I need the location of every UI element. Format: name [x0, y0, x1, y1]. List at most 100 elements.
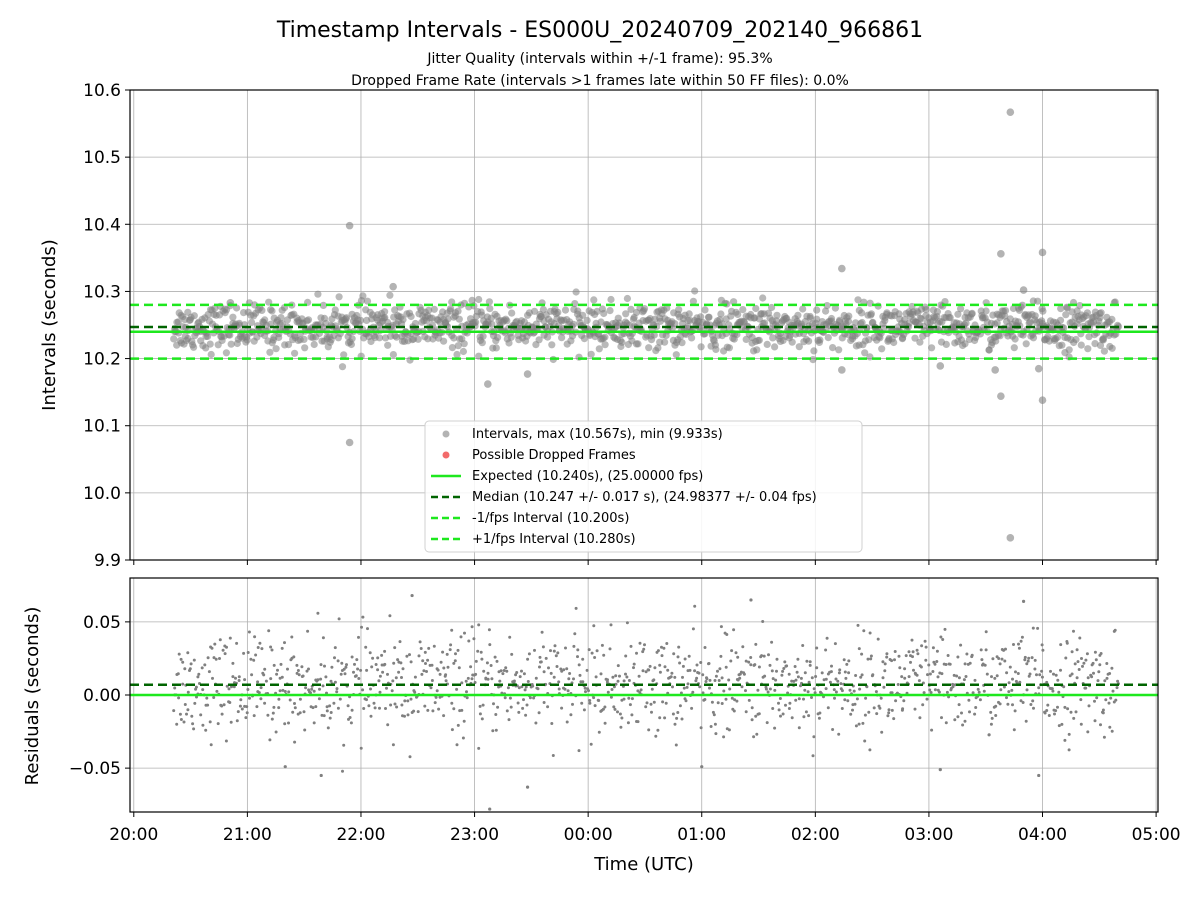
residual-point: [283, 722, 287, 726]
interval-point: [718, 320, 726, 328]
residual-point: [682, 686, 686, 690]
residual-point: [546, 705, 550, 709]
interval-point: [654, 344, 662, 352]
interval-point: [813, 306, 821, 314]
residual-point: [854, 724, 858, 728]
interval-point: [895, 310, 903, 318]
interval-point: [829, 344, 837, 352]
residual-point: [176, 672, 180, 676]
residual-outlier-point: [1037, 773, 1041, 778]
residual-point: [663, 665, 667, 669]
interval-point: [411, 319, 419, 328]
residual-point: [192, 727, 196, 731]
interval-point: [478, 311, 486, 319]
interval-point: [335, 293, 343, 301]
residual-point: [686, 682, 690, 686]
residual-point: [386, 672, 389, 676]
interval-point: [622, 310, 630, 318]
residual-point: [179, 718, 183, 721]
residual-point: [782, 667, 786, 670]
interval-point: [685, 310, 693, 318]
interval-point: [190, 343, 198, 351]
residual-point: [320, 713, 324, 717]
residual-point: [539, 660, 543, 664]
residual-point: [517, 686, 521, 690]
residual-point: [477, 746, 481, 750]
residual-point: [221, 648, 225, 652]
residual-point: [551, 754, 555, 757]
residual-point: [1045, 709, 1049, 712]
residuals-y-tick-label: 0.05: [83, 613, 121, 633]
residual-point: [963, 719, 967, 723]
residual-point: [652, 700, 656, 704]
interval-point: [1001, 307, 1010, 315]
residual-point: [1003, 659, 1007, 663]
residual-point: [773, 688, 777, 692]
residual-point: [283, 690, 287, 693]
interval-point: [580, 335, 589, 343]
interval-point: [554, 308, 562, 316]
interval-point: [701, 306, 709, 314]
residual-point: [593, 656, 597, 659]
residual-point: [716, 701, 720, 705]
residual-point: [1076, 660, 1080, 664]
residual-point: [810, 696, 813, 699]
residual-point: [635, 651, 638, 655]
residual-point: [467, 639, 471, 643]
interval-point: [730, 298, 738, 306]
residual-point: [924, 645, 928, 649]
residual-point: [757, 712, 761, 716]
residual-point: [1096, 679, 1100, 683]
residual-point: [603, 721, 607, 725]
residual-point: [406, 713, 410, 717]
residual-point: [247, 630, 251, 634]
residual-point: [652, 678, 656, 682]
residual-point: [542, 701, 546, 704]
residual-point: [897, 654, 901, 658]
residual-point: [316, 678, 320, 682]
residual-point: [727, 728, 731, 732]
interval-point: [739, 306, 747, 314]
residual-point: [1098, 663, 1102, 667]
residual-point: [955, 674, 959, 678]
residual-point: [1038, 673, 1042, 677]
residual-point: [420, 672, 424, 676]
interval-point: [440, 337, 448, 345]
residual-point: [568, 672, 572, 675]
residual-point: [694, 679, 698, 683]
residual-point: [630, 713, 634, 717]
residual-point: [470, 677, 474, 681]
residual-point: [201, 723, 205, 727]
interval-point: [454, 342, 462, 350]
residual-point: [880, 730, 884, 734]
intervals-y-tick-label: 10.3: [83, 282, 121, 302]
residual-point: [814, 675, 818, 678]
interval-point: [204, 332, 212, 340]
residual-point: [456, 723, 460, 727]
residual-point: [600, 643, 604, 647]
interval-point: [809, 356, 817, 364]
residual-point: [861, 721, 865, 725]
residual-point: [204, 728, 208, 732]
residual-point: [435, 689, 439, 693]
residual-point: [340, 661, 344, 665]
residual-point: [594, 675, 598, 679]
residual-point: [205, 696, 209, 700]
interval-point: [607, 295, 615, 304]
residual-point: [924, 658, 928, 662]
residual-point: [940, 716, 943, 720]
residual-point: [177, 652, 181, 656]
residual-point: [239, 698, 243, 702]
residual-point: [464, 679, 468, 683]
residual-point: [172, 709, 176, 713]
residual-point: [243, 678, 247, 682]
residual-point: [701, 673, 705, 677]
residual-point: [1007, 681, 1011, 685]
residual-point: [1024, 719, 1028, 723]
residual-point: [460, 708, 464, 712]
residual-point: [314, 705, 318, 709]
residual-point: [291, 710, 295, 714]
residual-point: [1000, 657, 1004, 661]
residual-point: [1063, 705, 1067, 709]
interval-point: [806, 314, 814, 322]
